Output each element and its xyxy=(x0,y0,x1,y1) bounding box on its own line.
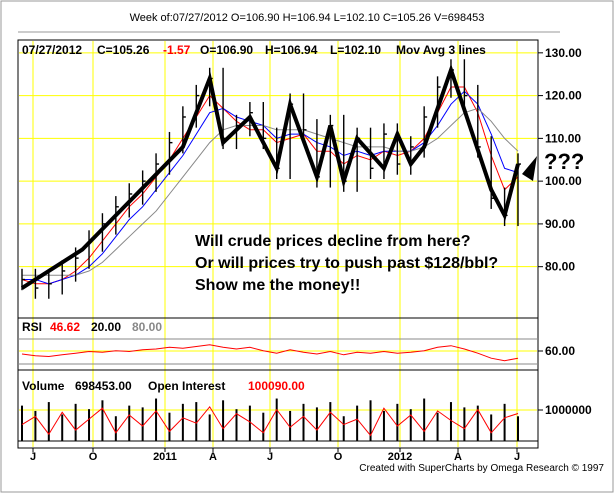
annotation-line-1: Will crude prices decline from here? xyxy=(195,233,471,250)
price-change: -1.57 xyxy=(163,43,191,57)
volume-value: 698453.00 xyxy=(75,379,132,393)
x-tick-label-4: J xyxy=(267,451,273,463)
moving-average-line-2 xyxy=(22,90,519,285)
trend-zigzag-line xyxy=(20,63,520,290)
price-date: 07/27/2012 xyxy=(22,43,82,57)
y-axis-ticks: 130.00 120.00 110.00 100.00 90.00 80.00 xyxy=(538,46,582,274)
open-interest-value: 100090.00 xyxy=(248,379,305,393)
rsi-value: 46.62 xyxy=(50,320,80,334)
x-axis-ticks: J O 2011 A J O 2012 A J xyxy=(30,448,520,463)
price-high: H=106.94 xyxy=(265,43,318,57)
plot-area xyxy=(17,39,539,449)
trend-arrowhead xyxy=(522,156,537,181)
rsi-high: 80.00 xyxy=(132,320,162,334)
footer-credit: Created with SuperCharts by Omega Resear… xyxy=(359,463,604,474)
x-tick-label-2: 2011 xyxy=(153,451,177,463)
chart-header: Week of:07/27/2012 O=106.90 H=106.94 L=1… xyxy=(130,12,485,24)
price-close: C=105.26 xyxy=(97,43,150,57)
y-tick-label-3: 100.00 xyxy=(545,174,582,188)
open-interest-label: Open Interest xyxy=(148,379,225,393)
indicator-label: Mov Avg 3 lines xyxy=(396,43,486,57)
volume-tick-label: 1000000 xyxy=(545,403,592,417)
volume-label: Volume xyxy=(22,379,65,393)
x-tick-label-8: J xyxy=(514,451,520,463)
x-tick-label-6: 2012 xyxy=(388,451,412,463)
y-tick-label-2: 110.00 xyxy=(545,131,581,145)
rsi-label: RSI xyxy=(22,320,42,334)
rsi-low: 20.00 xyxy=(91,320,121,334)
x-tick-label-5: O xyxy=(334,451,343,463)
price-open: O=106.90 xyxy=(200,43,253,57)
y-tick-label-5: 80.00 xyxy=(545,260,575,274)
question-marks: ??? xyxy=(544,149,584,174)
annotation-line-3: Show me the money!! xyxy=(195,277,360,294)
x-tick-label-7: A xyxy=(454,451,462,463)
volume-bars xyxy=(21,398,519,441)
rsi-line xyxy=(21,344,519,362)
y-tick-label-4: 90.00 xyxy=(545,217,575,231)
annotation-line-2: Or will prices try to push past $128/bbl… xyxy=(195,255,498,272)
moving-average-line-3 xyxy=(22,107,519,276)
y-tick-label-0: 130.00 xyxy=(545,46,582,60)
y-tick-label-1: 120.00 xyxy=(545,89,582,103)
open-interest-line xyxy=(21,405,519,437)
x-tick-label-0: J xyxy=(30,451,36,463)
rsi-tick-label: 60.00 xyxy=(545,344,575,358)
x-tick-label-3: A xyxy=(209,451,217,463)
x-tick-label-1: O xyxy=(89,451,98,463)
price-low: L=102.10 xyxy=(330,43,381,57)
